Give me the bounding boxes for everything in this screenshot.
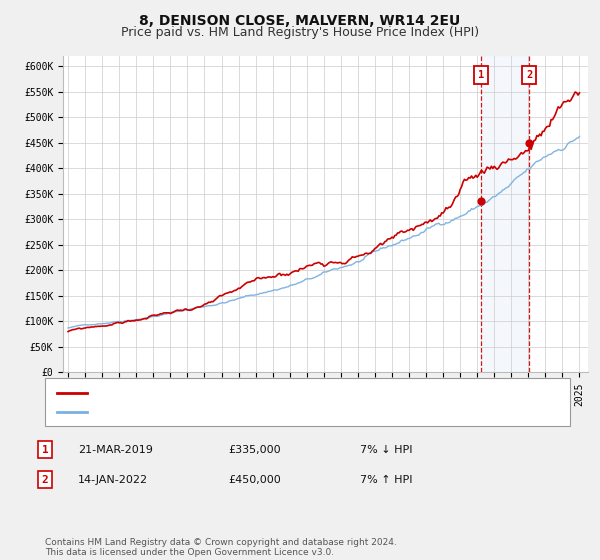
Text: 7% ↓ HPI: 7% ↓ HPI — [360, 445, 413, 455]
Text: Contains HM Land Registry data © Crown copyright and database right 2024.
This d: Contains HM Land Registry data © Crown c… — [45, 538, 397, 557]
Text: 21-MAR-2019: 21-MAR-2019 — [78, 445, 153, 455]
Text: 1: 1 — [41, 445, 49, 455]
Text: Price paid vs. HM Land Registry's House Price Index (HPI): Price paid vs. HM Land Registry's House … — [121, 26, 479, 39]
Point — [524, 138, 534, 147]
Text: 8, DENISON CLOSE, MALVERN, WR14 2EU (detached house): 8, DENISON CLOSE, MALVERN, WR14 2EU (det… — [93, 388, 426, 398]
Text: 14-JAN-2022: 14-JAN-2022 — [78, 475, 148, 485]
Text: £335,000: £335,000 — [228, 445, 281, 455]
Text: HPI: Average price, detached house, Malvern Hills: HPI: Average price, detached house, Malv… — [93, 407, 371, 417]
Bar — [481, 56, 529, 372]
Text: 2: 2 — [526, 70, 532, 80]
Text: 8, DENISON CLOSE, MALVERN, WR14 2EU: 8, DENISON CLOSE, MALVERN, WR14 2EU — [139, 14, 461, 28]
Text: £450,000: £450,000 — [228, 475, 281, 485]
Text: 7% ↑ HPI: 7% ↑ HPI — [360, 475, 413, 485]
Point — [476, 197, 486, 206]
Text: 2: 2 — [41, 475, 49, 485]
Text: 1: 1 — [478, 70, 484, 80]
